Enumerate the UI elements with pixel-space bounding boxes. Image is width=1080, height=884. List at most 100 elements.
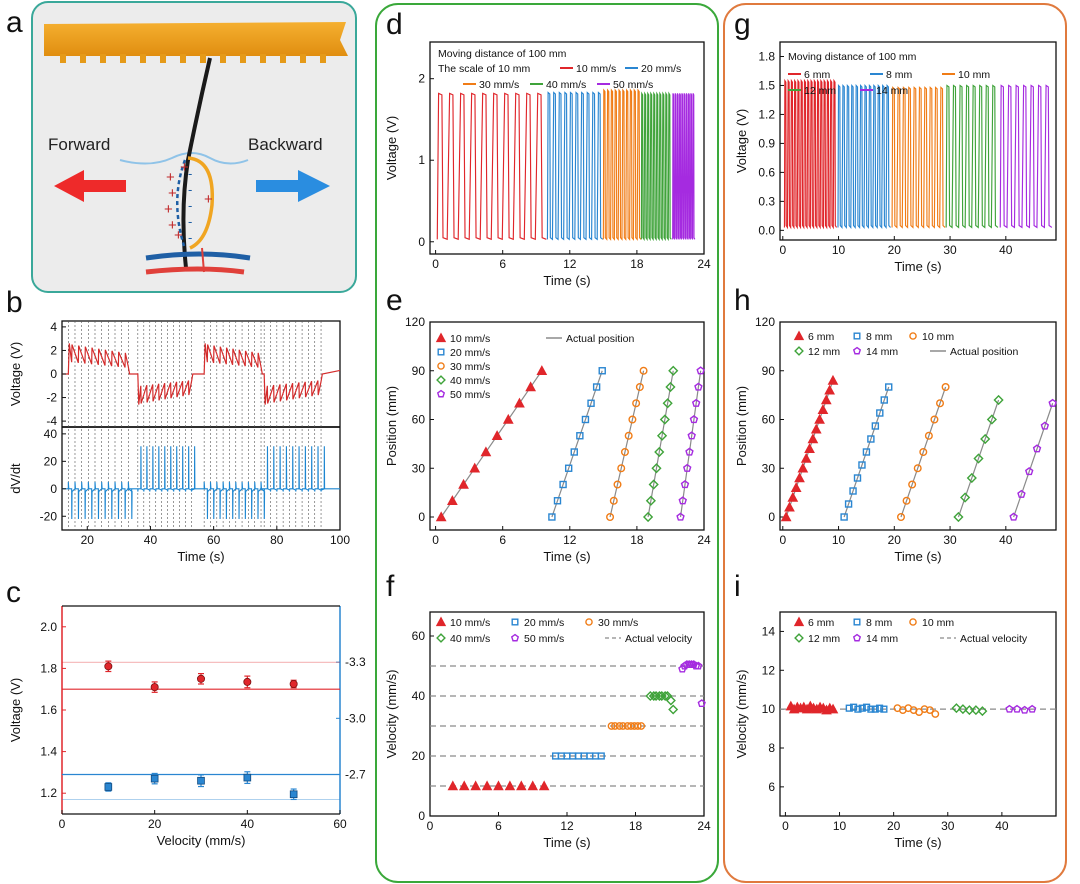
position-point: [680, 480, 690, 489]
chart-i-frame: [779, 611, 1057, 817]
position-point: [849, 487, 857, 495]
velocity-point: [931, 710, 940, 718]
y-tick-label: 0: [50, 367, 57, 381]
position-point: [1009, 512, 1018, 521]
actual-position-line: [609, 370, 645, 518]
panel-letter-d: d: [386, 8, 403, 41]
velocity-point: [527, 780, 539, 791]
x-axis-label: Time (s): [894, 259, 941, 274]
x-tick-label: 24: [697, 257, 711, 271]
legend-marker: [585, 618, 593, 626]
position-point: [780, 511, 792, 522]
legend-marker: [510, 633, 520, 642]
backward-arrow-icon: [256, 170, 330, 202]
y-tick-label: -20: [40, 509, 58, 523]
legend-label: 10 mm/s: [450, 333, 490, 345]
velocity-point: [481, 780, 493, 791]
position-point: [960, 492, 971, 503]
data-point: [289, 790, 298, 799]
legend-label: 30 mm/s: [598, 617, 638, 629]
follicle-orange-wrap: [187, 156, 215, 250]
actual-position-line: [551, 370, 603, 518]
velocity-point: [633, 722, 642, 730]
position-point: [936, 399, 945, 408]
data-point: [150, 683, 159, 692]
position-point: [525, 381, 537, 392]
y-tick-label: 90: [412, 364, 426, 378]
position-point: [502, 413, 514, 424]
y-tick-label: 0: [50, 482, 57, 496]
position-point: [784, 501, 795, 512]
y-tick-label: 1.2: [40, 786, 57, 800]
position-point: [804, 443, 815, 454]
position-point: [930, 415, 939, 424]
svg-text:-: -: [188, 214, 192, 229]
legend-marker: [511, 618, 519, 626]
y-tick-label: 14: [762, 624, 776, 638]
position-point: [446, 495, 458, 506]
position-point: [820, 394, 832, 405]
voltage-series-10-mm-s: [436, 92, 547, 241]
chart-b-frame: [61, 320, 341, 531]
legend-label: 10 mm: [958, 69, 990, 81]
y-tick-label: 10: [762, 702, 776, 716]
position-point: [458, 478, 469, 489]
legend-label: 10 mm/s: [576, 63, 616, 75]
annotation-line: Moving distance of 100 mm: [438, 48, 567, 60]
y-axis-label: Voltage (V): [8, 342, 23, 406]
y-tick-label: 1.5: [758, 78, 775, 92]
chart-e-frame: [429, 321, 705, 531]
x-axis-label: Time (s): [543, 549, 590, 564]
velocity-point: [504, 780, 516, 791]
voltage-series-6-mm: [783, 78, 838, 230]
position-point: [668, 365, 679, 376]
svg-text:+: +: [204, 191, 213, 208]
legend-marker: [794, 633, 804, 643]
data-point: [104, 783, 113, 791]
position-point: [807, 433, 819, 444]
position-point: [609, 496, 618, 505]
position-point: [553, 497, 562, 505]
velocity-point: [845, 704, 853, 712]
x-tick-label: 10: [832, 533, 846, 547]
legend-label: 8 mm: [866, 617, 893, 629]
y-tick-label: 0.6: [758, 165, 775, 179]
y-axis-label: Voltage (V): [384, 116, 399, 180]
data-point: [197, 776, 205, 785]
y-tick-label: 120: [755, 315, 775, 329]
legend-marker: [793, 616, 805, 627]
panel-letter-g: g: [734, 8, 751, 41]
legend-label: Actual position: [566, 333, 634, 345]
data-point: [289, 680, 298, 689]
velocity-point: [611, 722, 619, 730]
x-tick-label: 0: [779, 533, 786, 547]
right-tick-label: -3.0: [345, 711, 366, 725]
position-point: [924, 431, 933, 440]
position-point: [817, 404, 829, 415]
x-axis-label: Velocity (mm/s): [157, 833, 246, 848]
svg-text:-: -: [188, 182, 192, 197]
position-point: [469, 462, 481, 473]
legend-label: 40 mm/s: [546, 79, 586, 91]
x-tick-label: 6: [499, 533, 506, 547]
x-axis-label: Time (s): [894, 549, 941, 564]
position-point: [1032, 444, 1042, 453]
svg-text:+: +: [164, 201, 173, 218]
y-tick-label: 0.9: [758, 136, 775, 150]
y-axis-label: Position (mm): [384, 386, 399, 466]
velocity-point: [880, 705, 888, 713]
position-point: [787, 491, 799, 502]
panel-letter-f: f: [386, 570, 395, 603]
data-point: [243, 677, 252, 686]
legend-marker: [435, 616, 447, 627]
panel-letter-b: b: [6, 286, 23, 319]
legend-label: 14 mm: [876, 85, 908, 97]
velocity-point: [850, 703, 858, 711]
charge-marks: +++ +++ +: [164, 159, 213, 244]
position-point: [606, 513, 615, 522]
velocity-point: [867, 705, 875, 713]
y-tick-label: 1.2: [758, 107, 775, 121]
y-tick-label: 90: [762, 364, 776, 378]
